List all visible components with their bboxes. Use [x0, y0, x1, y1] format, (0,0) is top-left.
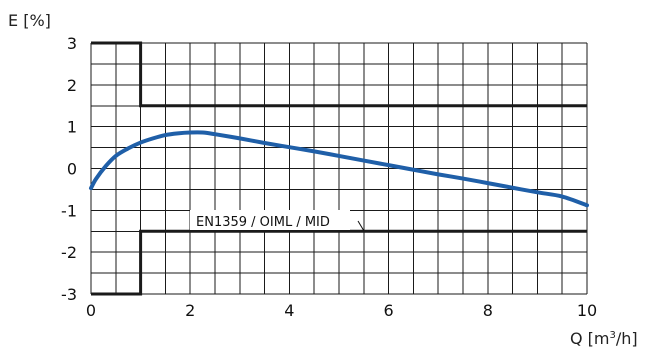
x-tick-label: 4	[284, 301, 294, 320]
x-tick-labels: 0 2 4 6 8 10	[86, 301, 597, 320]
annotation-label: EN1359 / OIML / MID	[196, 215, 330, 230]
x-axis-title-end: /h]	[616, 329, 638, 348]
error-curve-series	[89, 130, 589, 208]
y-tick-label: -1	[61, 201, 77, 220]
limit-lines	[91, 41, 587, 296]
upper-limit-line	[91, 41, 587, 108]
x-tick-label: 0	[86, 301, 96, 320]
error-curve-line	[89, 130, 589, 208]
y-tick-label: -3	[61, 285, 77, 304]
y-tick-label: 1	[67, 118, 77, 137]
y-tick-label: -2	[61, 243, 77, 262]
lower-limit-line	[91, 229, 587, 296]
grid	[90, 42, 588, 295]
y-tick-label: 3	[67, 34, 77, 53]
x-axis-title-main: Q [m	[570, 329, 610, 348]
x-tick-label: 2	[185, 301, 195, 320]
y-tick-labels: 3 2 1 0 -1 -2 -3	[61, 34, 77, 304]
x-tick-label: 8	[483, 301, 493, 320]
y-axis-title: E [%]	[8, 11, 51, 30]
y-tick-label: 2	[67, 76, 77, 95]
annotation-leader-line	[357, 220, 365, 232]
x-axis-title-sup: 3	[610, 330, 616, 341]
x-axis-title: Q [m3/h]	[570, 329, 638, 348]
x-tick-label: 10	[577, 301, 597, 320]
x-tick-label: 6	[384, 301, 394, 320]
y-tick-label: 0	[67, 160, 77, 179]
annotation-background	[190, 210, 350, 230]
